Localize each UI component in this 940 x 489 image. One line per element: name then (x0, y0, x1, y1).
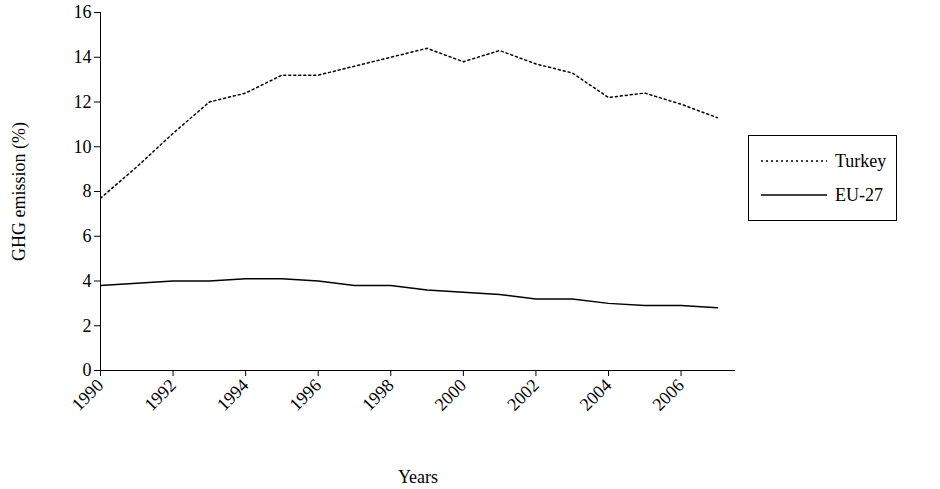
svg-text:1996: 1996 (286, 375, 326, 415)
svg-text:2000: 2000 (431, 375, 471, 415)
svg-text:16: 16 (74, 2, 92, 22)
svg-text:0: 0 (82, 360, 92, 381)
html-text:EU-27: EU-27 (835, 184, 883, 205)
svg-text:1998: 1998 (358, 375, 398, 415)
svg-text:6: 6 (83, 226, 92, 246)
svg-text:2: 2 (83, 316, 92, 336)
svg-text:1992: 1992 (140, 375, 180, 415)
svg-text:2002: 2002 (503, 375, 543, 415)
svg-text:2004: 2004 (576, 375, 616, 415)
svg-text:12: 12 (74, 92, 92, 112)
svg-text:1990: 1990 (68, 375, 108, 415)
svg-text:8: 8 (83, 181, 92, 201)
svg-text:GHG emission (%): GHG emission (%) (9, 122, 30, 261)
svg-text:Years: Years (398, 467, 438, 487)
html-text:Turkey: Turkey (835, 150, 887, 171)
svg-text:10: 10 (74, 137, 92, 157)
svg-text:1994: 1994 (213, 375, 253, 415)
svg-text:4: 4 (83, 271, 92, 291)
svg-text:2006: 2006 (648, 375, 688, 415)
svg-text:14: 14 (74, 47, 92, 67)
